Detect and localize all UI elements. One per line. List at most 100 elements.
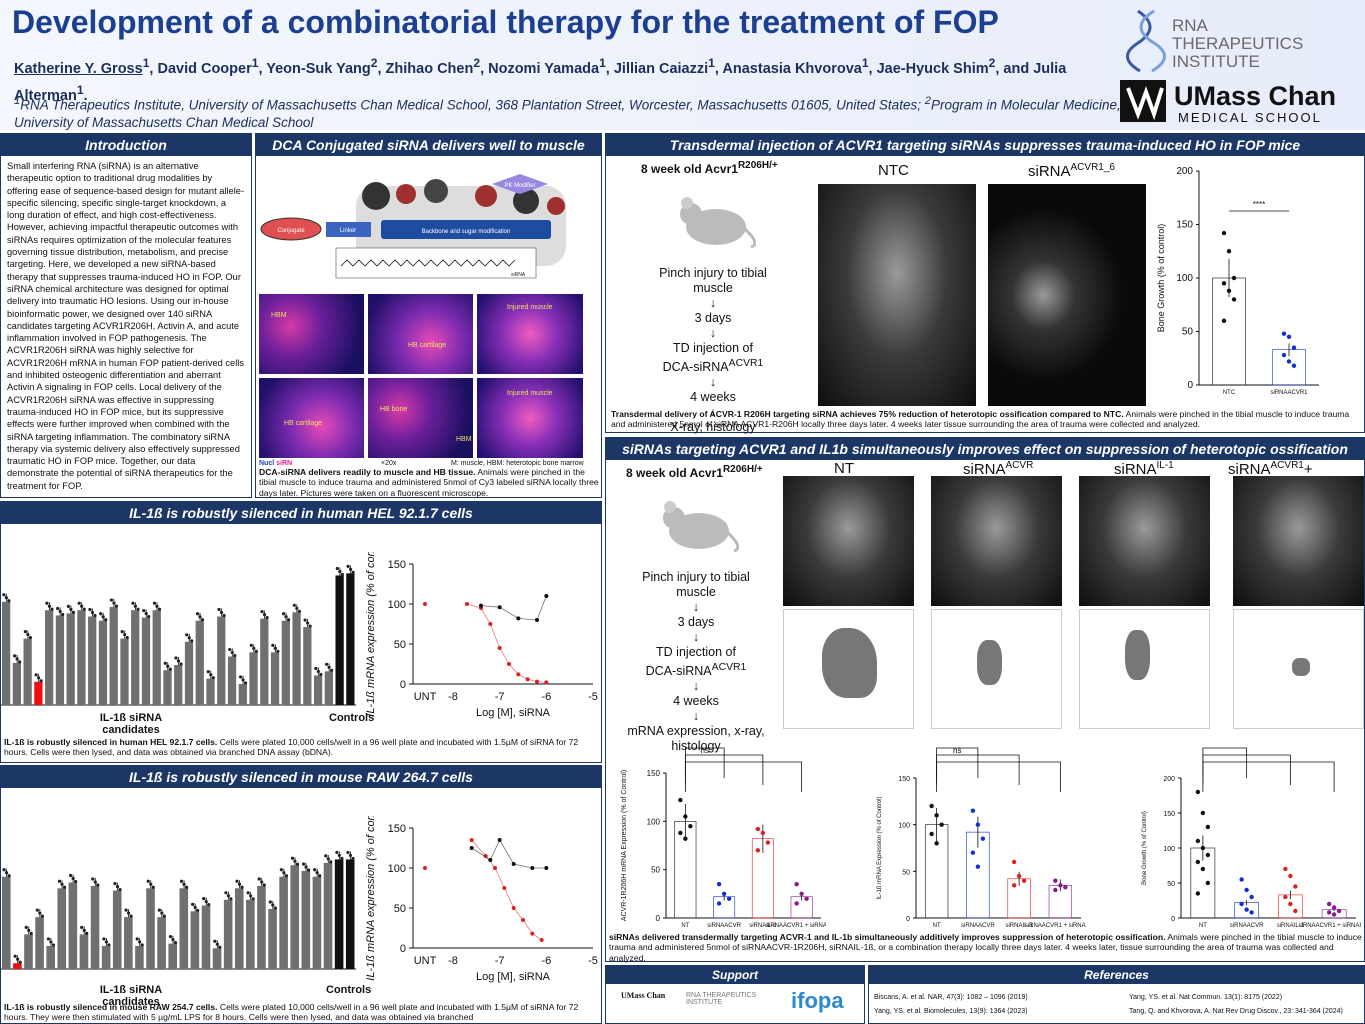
combo-panel: siRNAs targeting ACVR1 and IL1b simultan…	[605, 437, 1365, 963]
data-point	[279, 868, 283, 872]
data-point	[215, 942, 219, 946]
y-axis-label: IL-1ß mRNA expression (% of control)	[365, 816, 377, 981]
data-point	[18, 960, 22, 964]
data-point	[114, 604, 119, 608]
y-tick-label: 0	[906, 916, 910, 923]
raw-dose-response-chart: 0 50 100 150 UNT -8 -7 -6 -5 IL-1ß mRNA expressio…	[365, 816, 598, 983]
data-point	[1205, 880, 1211, 886]
data-point	[1226, 288, 1232, 294]
data-point	[327, 665, 331, 669]
bar	[303, 627, 312, 705]
rti-logo: RNA THERAPEUTICS INSTITUTE	[1120, 5, 1360, 73]
data-point	[765, 840, 771, 845]
data-point	[929, 831, 934, 837]
y-tick-label: 0	[1171, 916, 1175, 923]
data-point	[804, 896, 809, 901]
data-point	[157, 908, 161, 912]
data-point	[1195, 891, 1201, 896]
bar	[335, 575, 344, 705]
data-point	[155, 604, 159, 608]
bar	[290, 865, 300, 969]
data-point	[229, 897, 233, 901]
x-tick-label: siRNAIL-1	[1005, 923, 1033, 929]
data-point	[497, 838, 502, 842]
td-caption: Transdermal delivery of ACVR-1 R206H tar…	[611, 409, 1350, 430]
reference-item: Tang, Q. and Khvorova, A. Nat Rev Drug D…	[1129, 1008, 1343, 1015]
data-point	[929, 803, 934, 809]
bar	[270, 652, 280, 705]
data-point	[755, 826, 761, 832]
data-point	[140, 943, 144, 947]
bar	[112, 890, 122, 969]
umass-logo: UMass Chan MEDICAL SCHOOL	[1120, 78, 1360, 126]
data-point	[198, 615, 202, 619]
references-title: References	[869, 966, 1364, 984]
data-point-untreated	[423, 602, 427, 606]
author-name: Anastasia Khvorova1	[722, 56, 869, 77]
data-point	[254, 649, 258, 653]
data-point	[235, 879, 239, 883]
data-point	[57, 879, 62, 883]
data-point	[27, 928, 31, 932]
data-point	[934, 841, 939, 846]
data-point	[125, 636, 129, 640]
data-point	[179, 879, 184, 883]
data-point	[493, 866, 497, 870]
data-point	[535, 679, 539, 684]
data-point	[82, 607, 86, 611]
y-axis-label: ACVR-1R206H mRNA Expression (% of Contro…	[621, 770, 628, 921]
hel-panel: IL-1ß is robustly silenced in human HEL …	[0, 501, 602, 763]
data-point	[292, 603, 296, 607]
data-point	[688, 823, 693, 829]
data-point	[1249, 894, 1254, 900]
data-point	[525, 677, 530, 682]
y-axis-label: Bone Growth (% of Control)	[1142, 811, 1148, 885]
data-point	[1011, 859, 1017, 865]
data-point	[346, 564, 350, 568]
data-point	[530, 866, 535, 870]
data-point	[1016, 873, 1022, 879]
data-point	[147, 614, 151, 619]
data-point	[113, 881, 117, 886]
data-point	[135, 937, 139, 941]
data-point	[511, 862, 516, 866]
combo-col-label-1: NT	[834, 460, 854, 477]
data-point	[297, 609, 301, 613]
combo-caption: siRNAs delivered transdermally targeting…	[609, 932, 1362, 963]
data-point	[340, 856, 344, 861]
raw-group-label-1: IL-1ß siRNA candidates	[99, 984, 163, 1008]
affiliation-2: Program in Molecular Medicine, Universit…	[14, 97, 1121, 130]
data-point	[133, 604, 138, 608]
data-point	[939, 822, 944, 827]
author-name: David Cooper1	[157, 56, 259, 77]
data-point	[29, 931, 33, 935]
x-tick-label: siRNAIL-1	[1277, 923, 1305, 929]
rti-logo-text: RNA	[1172, 16, 1209, 35]
bar	[23, 638, 32, 705]
data-point	[511, 906, 516, 910]
bar	[292, 612, 301, 705]
x-tick-label: siRNAACVR	[961, 923, 995, 929]
x-tick-label: -6	[541, 955, 551, 967]
data-point	[304, 865, 308, 869]
data-point	[716, 881, 722, 887]
fit-line	[471, 839, 547, 869]
bar	[66, 613, 75, 705]
dna-helix-icon: RNA THERAPEUTICS INSTITUTE	[1126, 9, 1303, 73]
hel-bar-chart	[1, 564, 356, 706]
author-name: Katherine Y. Gross1	[14, 56, 150, 77]
data-point	[799, 891, 804, 897]
data-point	[1286, 359, 1292, 364]
data-point	[2, 868, 6, 872]
data-point	[293, 859, 297, 863]
bar	[246, 899, 255, 969]
data-point	[303, 618, 307, 622]
bar	[324, 671, 333, 705]
data-point	[497, 605, 502, 610]
data-point	[507, 662, 511, 666]
data-point	[136, 607, 140, 611]
bar	[120, 638, 129, 705]
data-point	[1195, 838, 1201, 844]
y-tick-label: 0	[656, 914, 661, 923]
td-flow: Pinch injury to tibial muscle ↓ 3 days ↓ TD…	[659, 266, 767, 435]
